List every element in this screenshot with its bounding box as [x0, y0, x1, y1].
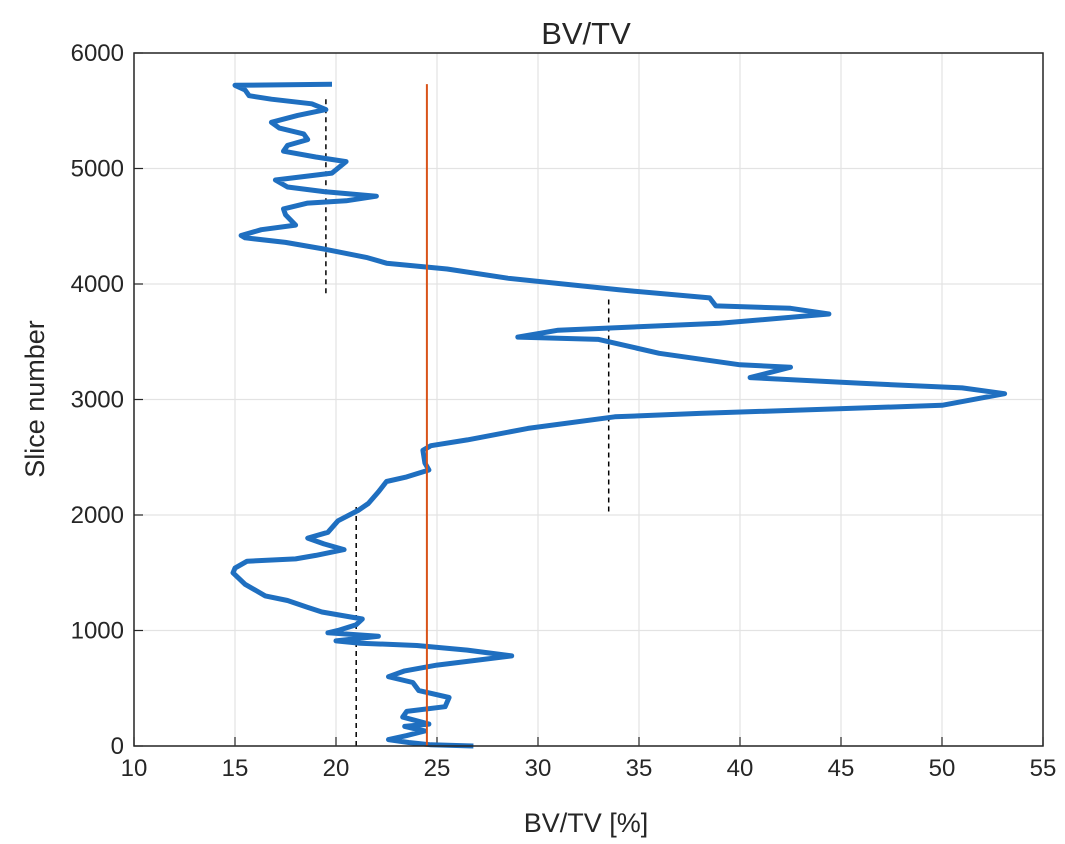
y-tick-label: 6000 — [71, 40, 124, 67]
x-tick-label: 10 — [121, 755, 148, 782]
y-tick-label: 4000 — [71, 271, 124, 298]
grid — [133, 52, 1044, 747]
x-tick-label: 50 — [929, 755, 956, 782]
x-tick-label: 35 — [626, 755, 653, 782]
x-tick-label: 45 — [828, 755, 855, 782]
y-tick-label: 0 — [111, 733, 124, 760]
y-tick-label: 1000 — [71, 618, 124, 645]
plot-frame — [133, 52, 1044, 747]
x-tick-label: 15 — [222, 755, 249, 782]
x-axis-title: BV/TV [%] — [524, 808, 649, 838]
tick-labels: 10 15 20 25 30 35 40 45 50 55 0 1000 2000 3000 4000 500… — [71, 40, 1057, 782]
y-tick-label: 5000 — [71, 156, 124, 183]
y-tick-label: 2000 — [71, 502, 124, 529]
x-tick-label: 55 — [1030, 755, 1057, 782]
y-tick-label: 3000 — [71, 387, 124, 414]
x-tick-label: 30 — [525, 755, 552, 782]
chart-title: BV/TV — [541, 16, 631, 51]
x-tick-label: 25 — [424, 755, 451, 782]
x-tick-label: 20 — [323, 755, 350, 782]
y-axis-title: Slice number — [20, 320, 50, 478]
series — [230, 81, 1008, 749]
x-tick-label: 40 — [727, 755, 754, 782]
bvtv-profile-line — [230, 81, 1008, 749]
